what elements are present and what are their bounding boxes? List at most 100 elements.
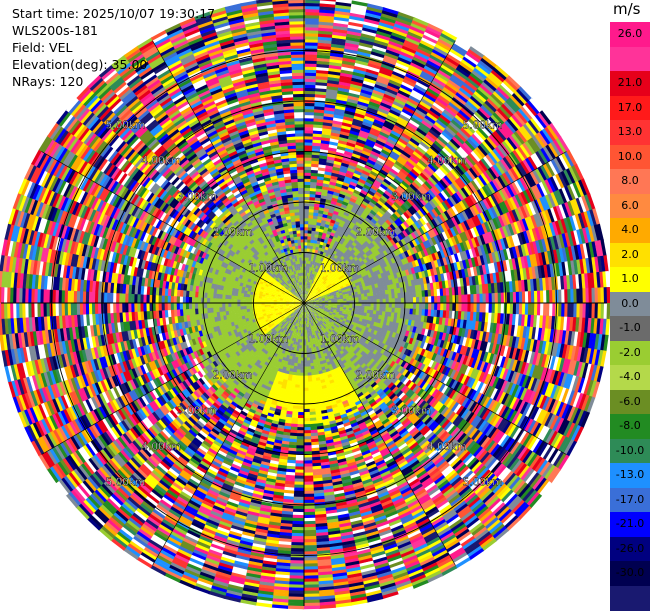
- range-gate: [304, 212, 309, 216]
- range-gate: [404, 303, 408, 309]
- range-gate: [410, 303, 414, 309]
- range-gate: [304, 191, 310, 195]
- range-gate: [537, 303, 541, 316]
- range-gate: [425, 303, 429, 310]
- range-gate: [449, 295, 453, 303]
- range-gate: [374, 303, 377, 307]
- range-gate: [434, 303, 438, 311]
- range-gate: [531, 291, 535, 304]
- range-gate: [304, 182, 311, 186]
- range-gate: [304, 221, 309, 224]
- range-gate: [368, 303, 372, 307]
- range-gate: [307, 239, 311, 243]
- range-gate: [304, 175, 311, 179]
- range-gate: [416, 303, 420, 310]
- range-gate: [304, 209, 309, 212]
- range-gate: [431, 296, 435, 303]
- range-gate: [486, 293, 490, 303]
- range-gate: [440, 303, 444, 311]
- range-gate: [382, 294, 386, 299]
- range-gate: [425, 297, 429, 304]
- range-gate: [389, 303, 393, 308]
- range-gate: [519, 292, 523, 304]
- range-gate: [525, 303, 529, 316]
- range-gate: [443, 296, 447, 304]
- range-gate: [304, 0, 321, 3]
- range-gate: [371, 303, 374, 307]
- range-gate: [473, 294, 477, 304]
- range-gate: [422, 303, 426, 310]
- range-gate: [413, 303, 417, 309]
- range-gate: [401, 303, 405, 309]
- range-gate: [304, 233, 308, 236]
- range-gate: [437, 296, 441, 304]
- range-gate: [304, 169, 312, 173]
- range-gate: [434, 296, 438, 304]
- range-gate: [304, 188, 311, 192]
- range-gate: [507, 292, 511, 304]
- range-gate: [304, 200, 310, 204]
- range-gate: [304, 163, 312, 167]
- range-gate: [334, 300, 338, 302]
- range-gate: [477, 294, 481, 304]
- range-gate: [304, 179, 311, 183]
- range-gate: [446, 295, 450, 303]
- range-gate: [304, 172, 311, 176]
- range-gate: [304, 227, 308, 231]
- range-gate: [304, 139, 313, 143]
- range-gate: [304, 157, 312, 161]
- range-gate: [304, 203, 310, 207]
- range-gate: [576, 289, 580, 305]
- range-gate: [428, 296, 432, 303]
- range-gate: [443, 303, 447, 311]
- range-gate: [413, 297, 417, 303]
- range-gate: [428, 303, 432, 310]
- range-gate: [304, 79, 317, 83]
- range-gate: [476, 303, 480, 313]
- range-gate: [483, 294, 487, 304]
- range-gate: [464, 303, 468, 312]
- range-gate: [495, 293, 499, 304]
- range-gate: [461, 295, 465, 304]
- range-gate: [349, 298, 353, 301]
- range-gate: [343, 299, 347, 302]
- range-gate: [588, 288, 592, 304]
- range-gate: [304, 160, 312, 164]
- range-gate: [304, 66, 317, 70]
- range-gate: [501, 303, 505, 314]
- range-gate: [410, 297, 414, 303]
- range-gate: [386, 303, 389, 308]
- range-gate: [419, 297, 423, 304]
- range-gate: [304, 197, 310, 201]
- range-gate: [358, 297, 362, 300]
- range-gate: [304, 236, 308, 240]
- range-gate: [304, 218, 309, 221]
- range-gate: [331, 300, 335, 302]
- range-gate: [304, 127, 314, 131]
- range-gate: [304, 230, 308, 233]
- range-gate: [304, 206, 310, 210]
- range-gate: [383, 303, 386, 308]
- range-gate: [380, 303, 384, 308]
- range-gate: [467, 294, 471, 303]
- range-gate: [346, 298, 350, 301]
- range-gate: [304, 215, 309, 219]
- range-gate: [395, 303, 398, 308]
- range-gate: [431, 303, 435, 310]
- range-gate: [392, 303, 396, 308]
- range-gate: [464, 294, 468, 303]
- range-gate: [362, 303, 365, 306]
- range-gate: [304, 224, 309, 228]
- range-gate: [498, 293, 502, 304]
- range-gate: [361, 297, 365, 301]
- range-gate: [340, 299, 343, 301]
- range-gate: [398, 303, 402, 309]
- range-gate: [446, 303, 450, 311]
- range-gate: [365, 303, 368, 307]
- range-gate: [422, 297, 426, 304]
- range-gate: [304, 242, 307, 245]
- range-gate: [337, 299, 341, 301]
- range-gate: [377, 303, 381, 307]
